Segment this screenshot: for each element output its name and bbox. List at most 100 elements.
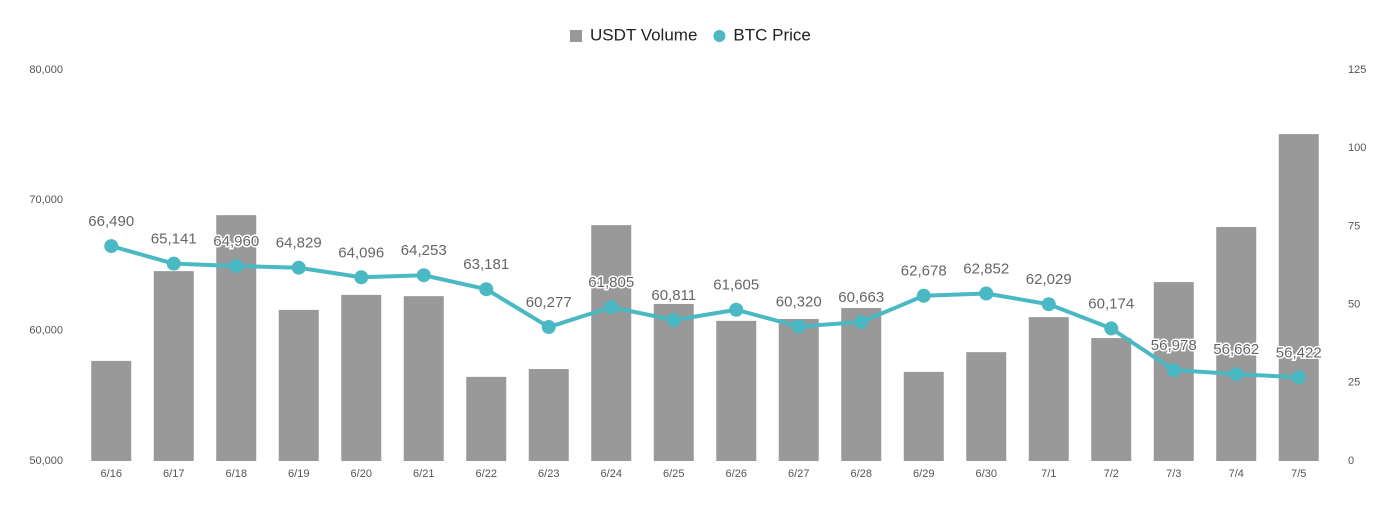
y-tick-label: 60,000 [29,325,63,337]
point [666,313,681,328]
x-tick-label: 7/4 [1229,468,1244,480]
point [166,256,181,271]
data-label: 56,422 [1276,344,1322,361]
x-tick-label: 6/29 [913,468,934,480]
point [1291,370,1306,385]
point [291,260,306,275]
x-tick-label: 6/27 [788,468,809,480]
x-tick-label: 6/19 [288,468,309,480]
x-tick-label: 6/28 [851,468,872,480]
legend-label: USDT Volume [590,25,697,44]
bar [841,308,882,461]
bar [466,376,507,461]
x-tick-label: 6/22 [476,468,497,480]
data-label: 62,678 [901,263,947,280]
y2-tick-label: 75 [1348,220,1360,232]
x-tick-label: 6/30 [976,468,997,480]
point [854,315,869,330]
bar [91,360,132,461]
x-tick-label: 7/2 [1104,468,1119,480]
y-tick: 60,000 [29,325,63,337]
x-tick-label: 6/25 [663,468,684,480]
point [541,320,556,335]
x-tick-label: 6/24 [601,468,622,480]
point [979,286,994,301]
x-tick-label: 6/17 [163,468,184,480]
bar [716,320,757,461]
data-label: 60,811 [651,287,696,304]
point [416,268,431,283]
point [791,319,806,334]
point [104,239,119,254]
data-label: 65,141 [151,231,197,248]
x-tick-label: 6/26 [726,468,747,480]
legend-marker [713,30,726,42]
data-label: 56,978 [1151,337,1197,354]
y2-tick-label: 125 [1348,64,1366,76]
data-label: 63,181 [463,256,509,273]
x-tick-label: 6/18 [226,468,247,480]
data-label: 64,096 [338,244,384,261]
point [1229,367,1244,382]
bar [403,296,444,461]
point [916,288,931,303]
point [729,302,744,317]
point [229,259,244,274]
legend-marker [570,30,582,42]
y2-tick-label: 50 [1348,299,1360,311]
y2-tick: 25 [1348,377,1360,389]
y2-tick: 0 [1348,455,1354,467]
data-label: 60,277 [526,294,572,311]
data-label: 60,174 [1088,295,1134,312]
point [354,270,369,285]
data-label: 60,663 [838,289,884,306]
point [1166,363,1181,378]
bar [1028,317,1069,461]
legend: USDT Volume BTC Price [570,25,811,44]
data-label: 66,490 [88,213,134,230]
point [1041,297,1056,312]
data-label: 61,805 [588,274,634,291]
bar [653,303,694,461]
y2-tick: 50 [1348,299,1360,311]
y-tick-label: 50,000 [29,455,63,467]
y-tick-label: 70,000 [29,194,63,206]
y-tick: 50,000 [29,455,63,467]
x-tick-label: 6/23 [538,468,559,480]
data-label: 61,605 [713,277,759,294]
data-label: 64,960 [213,233,259,250]
y-tick: 70,000 [29,194,63,206]
x-tick-label: 7/3 [1166,468,1181,480]
y2-tick-label: 0 [1348,455,1354,467]
x-tick-label: 6/21 [413,468,434,480]
bar [591,225,632,461]
x-tick-label: 6/16 [101,468,122,480]
x-tick-label: 6/20 [351,468,372,480]
y-tick-label: 80,000 [29,64,63,76]
y2-tick-label: 25 [1348,377,1360,389]
bar [153,271,194,461]
bar [778,318,819,461]
y2-tick-label: 100 [1348,142,1366,154]
point [479,282,494,297]
bar [278,309,319,461]
bar [903,371,944,461]
y2-tick: 75 [1348,220,1360,232]
y-tick: 80,000 [29,64,63,76]
bar [216,215,257,461]
x-tick-label: 7/1 [1041,468,1056,480]
bar [1278,134,1319,461]
bar [966,352,1007,461]
data-label: 62,029 [1026,271,1072,288]
bar [528,369,569,461]
point [1104,321,1119,336]
legend-label: BTC Price [733,25,810,44]
data-label: 60,320 [776,293,822,310]
y2-tick: 125 [1348,64,1366,76]
bar [1216,227,1257,461]
x-tick-label: 7/5 [1291,468,1306,480]
data-label: 64,253 [401,242,447,259]
bar [341,294,382,461]
bar [1091,338,1132,461]
